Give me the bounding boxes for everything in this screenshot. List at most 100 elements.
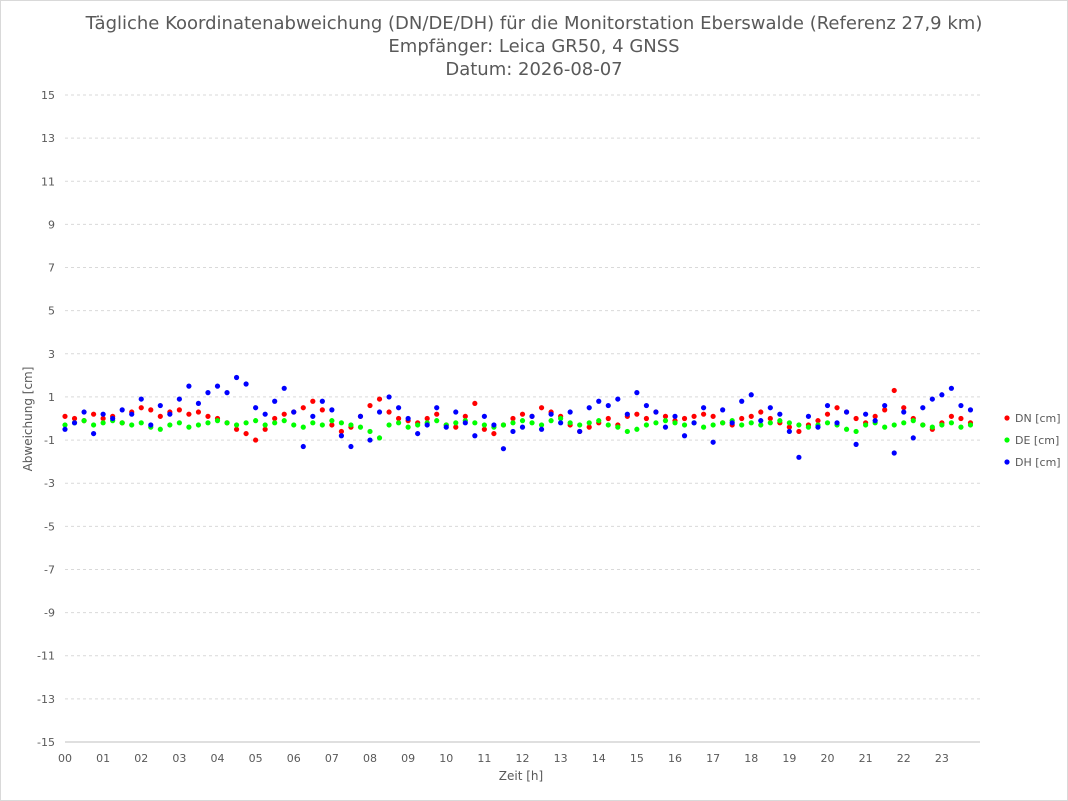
data-point (62, 413, 68, 419)
x-tick-label: 05 (249, 752, 263, 765)
data-point (481, 426, 487, 432)
data-point (281, 411, 287, 417)
data-point (376, 409, 383, 415)
data-point (920, 422, 926, 428)
data-point (929, 396, 935, 402)
data-point (415, 422, 421, 428)
data-point (853, 415, 859, 422)
data-point (348, 443, 354, 450)
x-tick-label: 13 (554, 752, 568, 765)
data-point (157, 426, 163, 432)
data-point (939, 392, 945, 398)
data-point (195, 400, 202, 407)
data-point (577, 428, 583, 435)
data-point (796, 454, 802, 460)
data-point (62, 422, 68, 428)
x-tick-label: 01 (96, 752, 110, 765)
data-point (643, 422, 650, 428)
data-point (605, 402, 611, 409)
data-point (462, 413, 468, 419)
x-tick-label: 03 (172, 752, 186, 765)
series-dh (62, 374, 974, 460)
data-point (186, 424, 192, 430)
data-point (834, 405, 840, 411)
data-point (920, 405, 926, 411)
data-point (338, 420, 345, 426)
grid-lines (65, 94, 980, 743)
data-point (100, 411, 106, 417)
data-point (548, 418, 554, 424)
data-point (567, 420, 573, 426)
data-point (748, 413, 754, 419)
data-point (243, 381, 249, 387)
data-point (472, 400, 478, 407)
data-point (643, 402, 650, 409)
data-point (519, 411, 526, 417)
data-point (395, 415, 402, 422)
data-point (329, 422, 335, 428)
data-point (81, 409, 87, 415)
data-point (624, 411, 630, 417)
data-point (405, 415, 411, 422)
data-point (558, 415, 564, 422)
data-point (643, 415, 650, 422)
y-tick-label: 13 (41, 132, 55, 145)
data-point (233, 374, 240, 381)
data-point (319, 398, 325, 404)
y-tick-label: -13 (37, 693, 55, 706)
data-point (910, 435, 916, 441)
data-point (395, 405, 402, 411)
data-point (224, 390, 230, 396)
data-point (662, 424, 669, 430)
data-point (929, 424, 935, 430)
x-tick-label: 15 (630, 752, 644, 765)
x-tick-label: 07 (325, 752, 339, 765)
x-tick-label: 23 (935, 752, 949, 765)
x-tick-label: 22 (897, 752, 911, 765)
data-point (100, 415, 106, 422)
data-point (272, 420, 278, 426)
data-point (777, 411, 783, 417)
x-axis-ticks: 00 01 02 03 04 05 06 07 08 09 10 11 12 13 14 15 16 17 18 19… (58, 752, 949, 765)
data-point (882, 424, 888, 430)
data-point (262, 422, 268, 428)
data-point (186, 383, 192, 389)
data-point (843, 409, 850, 415)
data-point (367, 402, 373, 409)
x-tick-label: 06 (287, 752, 301, 765)
y-tick-label: -1 (44, 434, 55, 447)
data-point (901, 405, 907, 411)
data-point (195, 409, 202, 415)
data-point (958, 402, 964, 409)
data-point (700, 411, 707, 417)
data-point (119, 407, 125, 413)
data-point (462, 420, 468, 426)
series-dn (62, 387, 974, 443)
data-point (739, 398, 745, 404)
data-point (224, 420, 230, 426)
data-point (615, 396, 621, 402)
data-point (767, 415, 773, 422)
data-point (491, 422, 497, 428)
data-point (110, 415, 116, 422)
data-point (596, 398, 602, 404)
data-point (901, 420, 907, 426)
data-point (691, 420, 697, 426)
data-point (310, 398, 316, 404)
data-point (910, 418, 916, 424)
data-point (205, 420, 211, 426)
x-tick-label: 17 (706, 752, 720, 765)
x-tick-label: 14 (592, 752, 606, 765)
data-point (577, 422, 583, 428)
data-point (262, 411, 268, 417)
data-point (786, 428, 792, 435)
legend: DN [cm] DE [cm] DH [cm] (1004, 412, 1061, 469)
data-point (310, 420, 316, 426)
data-point (138, 405, 144, 411)
data-point (958, 415, 964, 422)
data-point (758, 422, 764, 428)
data-point (376, 396, 383, 402)
data-point (824, 411, 831, 417)
data-point (243, 420, 249, 426)
